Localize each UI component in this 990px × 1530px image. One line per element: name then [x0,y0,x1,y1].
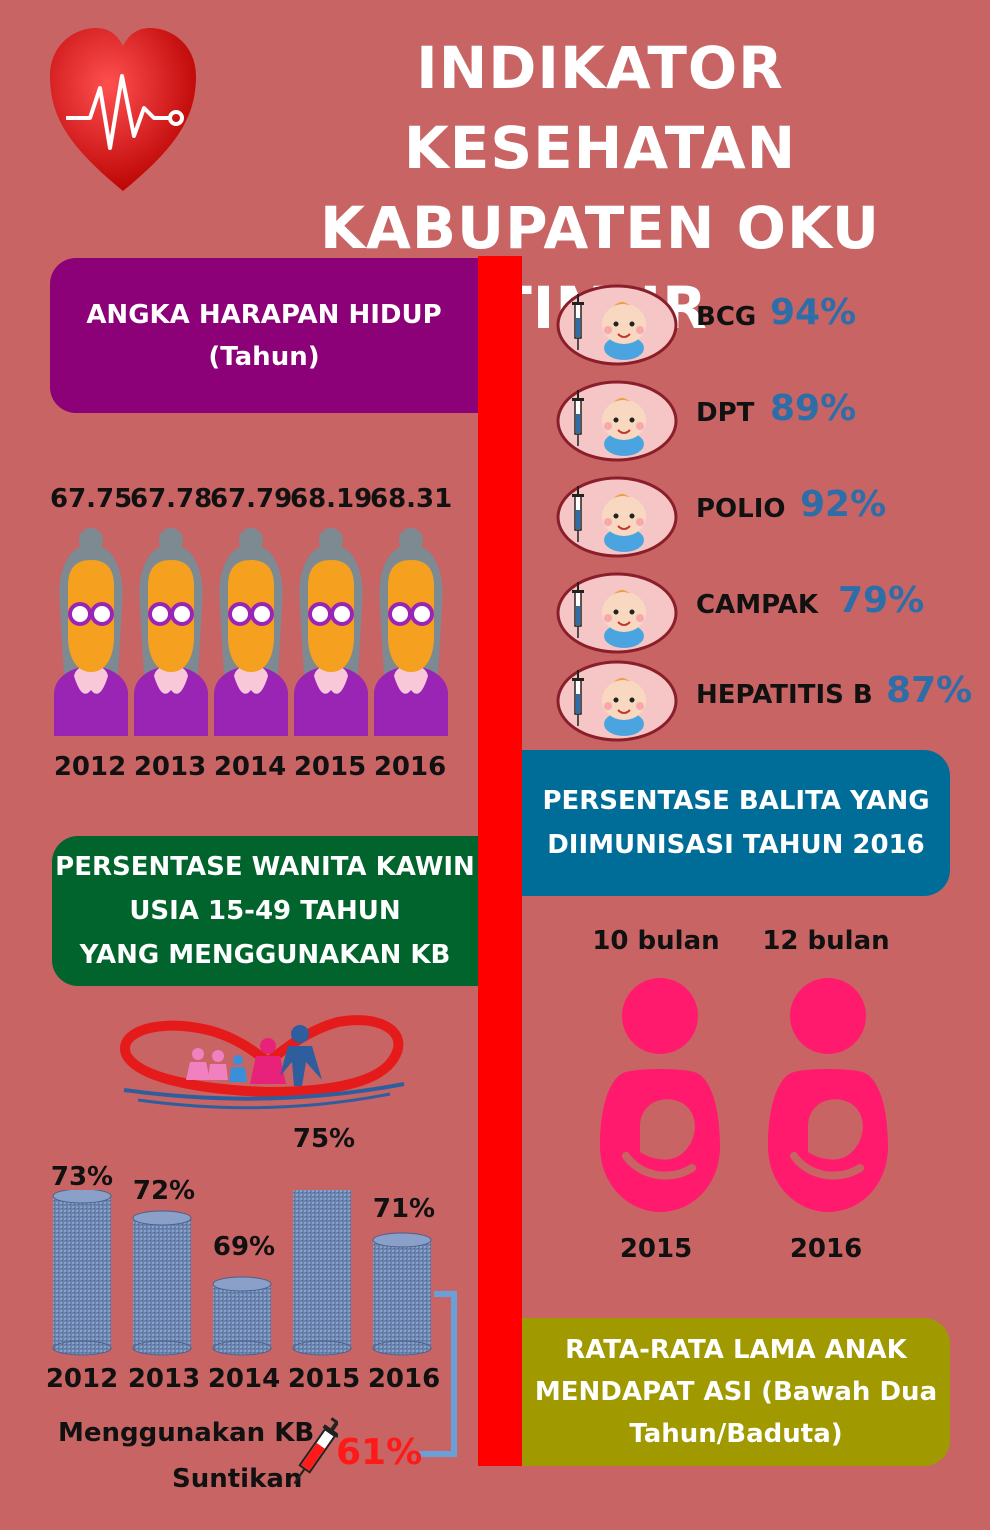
grandmother-icon [134,528,208,736]
asi-duration: 10 bulan [592,926,720,956]
baby-syringe-icon [556,380,678,462]
baby-syringe-icon [556,476,678,558]
asi-year: 2015 [619,1234,693,1264]
heart-pulse-icon [50,28,196,191]
kb-cylinder-chart [52,1190,432,1356]
kb-year: 2014 [207,1364,281,1394]
life-value: 68.31 [370,484,453,514]
life-value: 67.79 [210,484,293,514]
kb-percent-label: 69% [212,1232,276,1262]
grandmother-icon [214,528,288,736]
family-heart-icon [120,1015,405,1110]
life-value: 67.75 [50,484,133,514]
mother-baby-icon [768,978,888,1212]
kb-percent-label: 71% [372,1194,436,1224]
kb-year: 2016 [367,1364,441,1394]
balita-box: PERSENTASE BALITA YANG DIIMUNISASI TAHUN… [522,750,950,896]
kb-percent-label: 72% [132,1176,196,1206]
kb-cylinder-bar [212,1276,272,1356]
life-year: 2014 [213,752,287,782]
grandmother-icon [374,528,448,736]
grandmother-icon [54,528,128,736]
immunization-label: DPT [696,398,755,428]
immunization-value: 89% [770,388,857,429]
kb-cylinder-bar [372,1232,432,1356]
life-value: 67.78 [130,484,213,514]
injection-label: Suntikan [172,1464,303,1494]
life-year: 2012 [53,752,127,782]
immunization-label: HEPATITIS B [696,680,873,710]
kb-cylinder-bar [52,1190,112,1356]
kb-cylinder-bar [132,1210,192,1356]
kb-cylinder-bar [292,1190,352,1356]
immunization-label: BCG [696,302,757,332]
kb-year: 2015 [287,1364,361,1394]
immunization-value: 79% [838,580,925,621]
kb-percent-label: 73% [50,1162,114,1192]
kb-year: 2012 [45,1364,119,1394]
immunization-value: 92% [800,484,887,525]
grandmother-icon [294,528,368,736]
life-year: 2016 [373,752,447,782]
divider-bar [478,256,522,1466]
syringe-icon [293,1417,338,1485]
immunization-label: POLIO [696,494,786,524]
immunization-value: 87% [886,670,973,711]
life-year: 2015 [293,752,367,782]
immunization-value: 94% [770,292,857,333]
baby-syringe-icon [556,660,678,742]
life-value: 68.19 [290,484,373,514]
asi-year: 2016 [789,1234,863,1264]
asi-box: RATA-RATA LAMA ANAK MENDAPAT ASI (Bawah … [522,1318,950,1466]
kb-year: 2013 [127,1364,201,1394]
baby-syringe-icon [556,572,678,654]
asi-duration: 12 bulan [762,926,890,956]
kb-box: PERSENTASE WANITA KAWIN USIA 15-49 TAHUN… [52,836,478,986]
kb-percent-label: 75% [292,1124,356,1154]
baby-syringe-icon [556,284,678,366]
life-expectancy-box: ANGKA HARAPAN HIDUP (Tahun) [50,258,478,413]
injection-label: Menggunakan KB [58,1418,315,1448]
connector-bracket [416,1291,457,1457]
injection-value: 61% [336,1432,423,1473]
immunization-label: CAMPAK [696,590,819,620]
life-year: 2013 [133,752,207,782]
mother-baby-icon [600,978,720,1212]
